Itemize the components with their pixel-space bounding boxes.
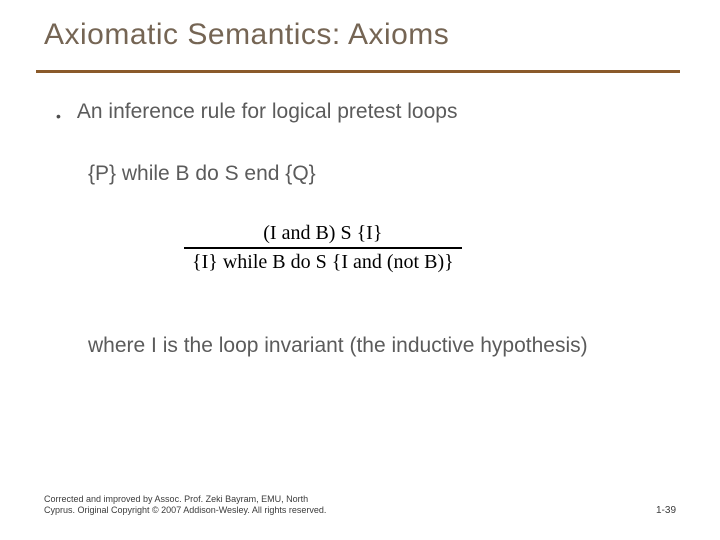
inference-conclusion: {I} while B do S {I and (not B)}	[184, 249, 462, 274]
slide-title: Axiomatic Semantics: Axioms	[44, 18, 449, 52]
inference-rule: (I and B) S {I} {I} while B do S {I and …	[184, 222, 462, 274]
footer-line1: Corrected and improved by Assoc. Prof. Z…	[44, 494, 308, 504]
bullet-text: An inference rule for logical pretest lo…	[77, 100, 458, 124]
footer-line2: Cyprus. Original Copyright © 2007 Addiso…	[44, 505, 326, 515]
explanation-text: where I is the loop invariant (the induc…	[88, 332, 624, 359]
inference-premise: (I and B) S {I}	[184, 222, 462, 247]
title-underline	[36, 70, 680, 73]
bullet-item: • An inference rule for logical pretest …	[56, 100, 457, 124]
page-number: 1-39	[656, 505, 676, 516]
hoare-triple: {P} while B do S end {Q}	[88, 162, 316, 186]
footer-copyright: Corrected and improved by Assoc. Prof. Z…	[44, 494, 326, 517]
bullet-marker: •	[56, 108, 61, 124]
